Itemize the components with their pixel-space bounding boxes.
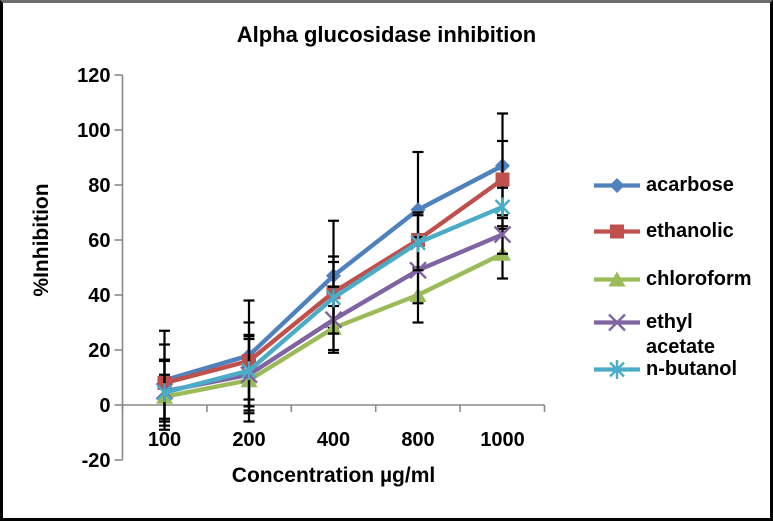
y-tick-label: 100 — [77, 120, 110, 142]
legend-label: chloroform — [646, 268, 752, 290]
x-tick-label: 400 — [317, 429, 350, 451]
y-tick-label: 0 — [99, 395, 110, 417]
legend-item-ethanolic: ethanolic — [593, 219, 770, 244]
legend-marker-asterisk-icon — [594, 360, 640, 379]
legend-label: n-butanol — [646, 358, 738, 380]
legend-label: ethyl acetate — [646, 311, 715, 358]
legend-marker-diamond-icon — [594, 178, 640, 193]
y-tick-label: -20 — [82, 450, 111, 472]
y-tick-label: 80 — [88, 175, 110, 197]
legend-marker-x-icon — [594, 313, 640, 332]
legend-item-acarbose: acarbose — [593, 173, 770, 198]
legend-label: acarbose — [646, 174, 734, 196]
legend-marker-triangle-icon — [594, 271, 640, 287]
x-axis-title: Concentration µg/ml — [231, 464, 436, 487]
legend-item-ethyl-acetate: ethyl acetate — [593, 310, 718, 360]
y-tick-label: 20 — [88, 340, 110, 362]
legend-item-chloroform: chloroform — [593, 267, 770, 292]
legend-label: ethanolic — [646, 220, 734, 242]
y-tick-label: 120 — [77, 65, 110, 87]
legend-item-n-butanol: n-butanol — [593, 357, 770, 382]
x-tick-label: 100 — [148, 429, 181, 451]
y-axis-title: %Inhibition — [30, 183, 53, 297]
chart-title: Alpha glucosidase inhibition — [236, 22, 537, 47]
y-tick-label: 40 — [88, 285, 110, 307]
y-tick-label: 60 — [88, 230, 110, 252]
legend-marker-square-icon — [594, 224, 640, 239]
x-tick-label: 1000 — [480, 429, 525, 451]
x-tick-label: 200 — [232, 429, 265, 451]
x-tick-label: 800 — [401, 429, 434, 451]
series-n-butanol — [156, 186, 511, 427]
